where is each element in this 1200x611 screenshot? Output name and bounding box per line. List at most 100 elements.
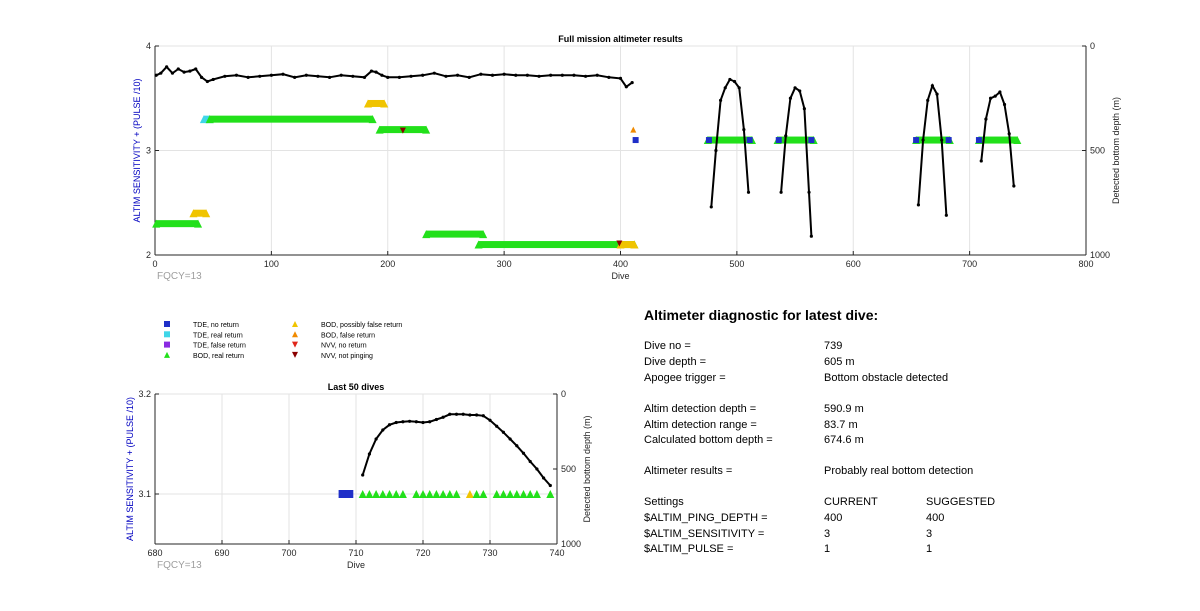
x-tick-label: 690	[214, 548, 229, 558]
x-tick-label: 200	[380, 259, 395, 269]
bottom-depth-point	[718, 98, 723, 102]
settings-suggested-header: SUGGESTED	[926, 496, 996, 508]
bod-false-return-marker	[630, 126, 637, 133]
legend-label: BOD, real return	[193, 353, 244, 360]
bod-real-return-marker	[425, 490, 434, 498]
bottom-depth-point	[595, 73, 599, 77]
x-tick-label: 300	[497, 259, 512, 269]
bottom-depth-point	[381, 428, 385, 432]
diag-value: 605 m	[824, 356, 855, 368]
bod-real-return-marker	[398, 490, 407, 498]
diag-row-altimeter-results: Altimeter results = Probably real bottom…	[644, 465, 1184, 481]
bottom-depth-point	[624, 85, 628, 89]
bottom-depth-point	[269, 73, 273, 77]
tde-false-return-marker	[164, 341, 170, 348]
bottom-depth-trace	[780, 86, 813, 237]
diag-row-dive-no: Dive no = 739	[644, 340, 1184, 356]
bod-real-return-run	[209, 115, 373, 123]
x-tick-label: 600	[846, 259, 861, 269]
bottom-depth-point	[454, 412, 459, 416]
setting-suggested: 1	[926, 543, 933, 555]
bod-real-return-marker	[445, 490, 454, 498]
tde-no-return-marker	[775, 137, 782, 144]
diag-label: Altimeter results =	[644, 465, 733, 477]
bottom-depth-point	[223, 74, 227, 78]
nvv-no-return-marker	[292, 341, 298, 348]
bottom-depth-point	[401, 420, 405, 424]
chart-title: Full mission altimeter results	[558, 34, 683, 44]
bod-possibly-false-return-run-end	[380, 99, 389, 108]
nvv-not-pinging-marker	[292, 351, 298, 358]
diag-value: 739	[824, 340, 843, 352]
bod-possibly-false-return-marker	[292, 321, 298, 327]
tde-real-return-run-start	[199, 115, 208, 124]
tde-no-return-marker	[632, 137, 639, 144]
legend-label: NVV, no return	[321, 343, 367, 350]
x-tick-label: 680	[147, 548, 162, 558]
bod-real-return-marker	[365, 490, 374, 498]
x-axis-label: Dive	[347, 560, 365, 570]
bod-possibly-false-return-run-start	[616, 240, 625, 249]
setting-current: 400	[824, 512, 843, 524]
tde-no-return-marker	[164, 321, 170, 327]
y-right-axis-label: Detected bottom depth (m)	[1111, 97, 1121, 204]
bottom-depth-point	[246, 75, 250, 79]
bod-real-return-marker	[479, 490, 488, 498]
bod-real-return-marker	[472, 490, 481, 498]
bottom-depth-point	[490, 73, 495, 77]
legend-label: NVV, not pinging	[321, 353, 373, 360]
settings-current-header: CURRENT	[824, 496, 878, 508]
bottom-depth-point	[926, 98, 930, 102]
bod-possibly-false-return-run-start	[189, 209, 198, 218]
tde-no-return-marker	[945, 137, 952, 144]
diag-row-detection-depth: Altim detection depth = 590.9 m	[644, 403, 1184, 419]
y-left-tick-label: 3	[146, 146, 151, 156]
bottom-depth-point	[380, 73, 384, 77]
tde-no-return-marker	[705, 137, 712, 144]
setting-suggested: 400	[926, 512, 945, 524]
bottom-depth-point	[316, 74, 320, 78]
bottom-depth-point	[560, 73, 564, 77]
y-right-tick-label: 1000	[1090, 250, 1110, 260]
setting-row-ping-depth: $ALTIM_PING_DEPTH = 400 400	[644, 512, 1184, 528]
bottom-depth-point	[408, 419, 412, 423]
diag-value: Bottom obstacle detected	[824, 372, 949, 384]
diag-label: Altim detection depth =	[644, 403, 757, 415]
y-left-axis-label: ALTIM SENSITIVITY + (PULSE /10)	[125, 397, 135, 541]
bottom-depth-point	[809, 234, 813, 238]
bottom-depth-point	[421, 420, 425, 425]
bod-real-return-run-end	[1013, 136, 1022, 145]
bottom-depth-point	[488, 418, 492, 422]
bottom-depth-point	[351, 74, 355, 78]
bottom-depth-point	[414, 420, 418, 424]
y-right-tick-label: 0	[561, 389, 566, 399]
bottom-depth-point	[535, 467, 539, 471]
diag-value: 590.9 m	[824, 403, 864, 415]
diag-value: 83.7 m	[824, 419, 858, 431]
bod-real-return-marker	[372, 490, 381, 498]
legend-label: BOD, false return	[321, 332, 375, 339]
bottom-depth-point	[194, 67, 198, 71]
x-tick-label: 710	[348, 548, 363, 558]
bottom-depth-point	[1007, 132, 1011, 136]
bottom-depth-point	[993, 94, 997, 98]
bod-real-return-marker	[378, 490, 387, 498]
settings-label: Settings	[644, 496, 684, 508]
x-tick-label: 720	[415, 548, 430, 558]
bottom-depth-point	[387, 423, 392, 427]
y-left-tick-label: 3.1	[138, 489, 151, 499]
bottom-depth-point	[397, 75, 401, 79]
bottom-depth-point	[525, 73, 530, 77]
bottom-depth-point	[1012, 184, 1016, 188]
setting-current: 3	[824, 528, 831, 540]
bod-real-return-run	[426, 230, 484, 238]
bod-real-return-run-end	[194, 219, 203, 228]
tde-real-return-marker	[164, 331, 170, 338]
bottom-depth-point	[421, 73, 425, 77]
bottom-depth-point	[475, 413, 479, 417]
x-tick-label: 740	[549, 548, 564, 558]
bottom-depth-point	[618, 76, 623, 80]
bod-real-return-run-end	[479, 230, 488, 239]
bottom-depth-point	[293, 75, 297, 79]
fqcy-annotation: FQCY=13	[157, 560, 202, 571]
